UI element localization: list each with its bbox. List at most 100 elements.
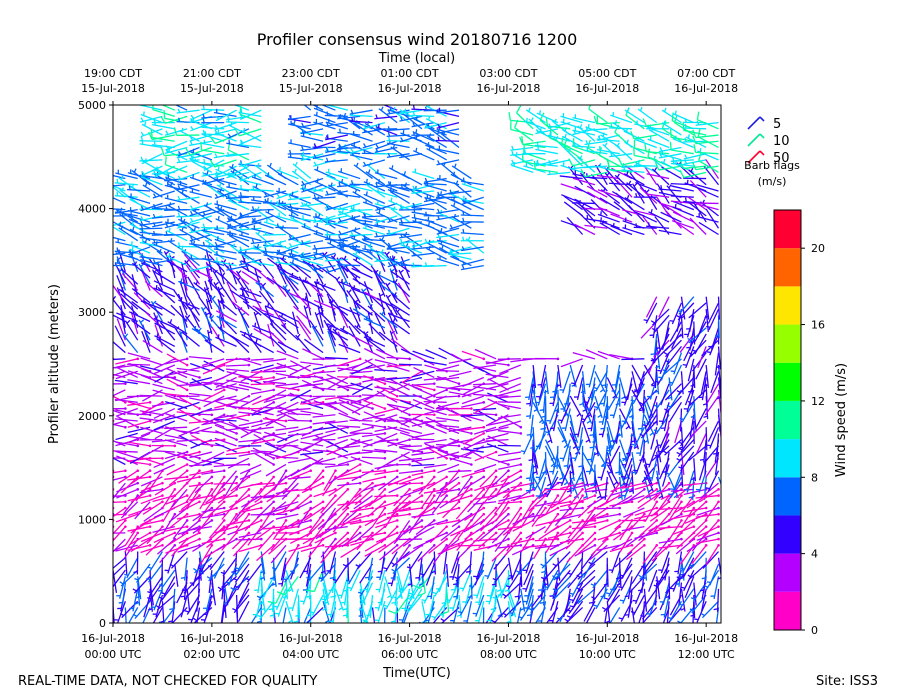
- wind-barb-half-feather: [563, 444, 568, 449]
- wind-barb-half-feather: [580, 573, 586, 576]
- wind-barb: [596, 148, 620, 155]
- wind-barb-half-feather: [350, 180, 354, 185]
- wind-barb: [140, 476, 163, 487]
- wind-barb-half-feather: [169, 608, 174, 611]
- wind-barb: [114, 263, 126, 285]
- wind-barb: [113, 563, 126, 577]
- wind-barb-calm-dot: [482, 475, 486, 479]
- wind-barb: [127, 441, 151, 447]
- wind-barb-calm-dot: [457, 394, 461, 398]
- wind-barb: [224, 476, 238, 498]
- wind-barb-half-feather: [239, 212, 243, 217]
- wind-barb-calm-dot: [346, 500, 350, 504]
- wind-barb: [300, 177, 324, 187]
- wind-barb-calm-dot: [198, 537, 201, 541]
- wind-barb-half-feather: [326, 111, 329, 116]
- wind-barb-half-feather: [643, 319, 648, 322]
- wind-barb-half-feather: [635, 192, 638, 198]
- wind-barb: [238, 507, 262, 514]
- wind-barb-calm-dot: [297, 544, 300, 547]
- wind-barb-half-feather: [412, 202, 416, 207]
- wind-barb: [520, 532, 534, 553]
- wind-barb-half-feather: [453, 202, 456, 207]
- wind-barb: [152, 526, 175, 534]
- wind-barb-half-feather: [496, 589, 502, 593]
- wind-barb-feather: [306, 589, 315, 593]
- wind-barb-half-feather: [168, 252, 171, 258]
- wind-barb-calm-dot: [148, 475, 152, 479]
- wind-barb: [239, 288, 262, 298]
- wind-barb: [485, 426, 509, 433]
- wind-barb-calm-dot: [173, 481, 177, 485]
- wind-barb: [498, 389, 521, 397]
- wind-barb-half-feather: [540, 563, 545, 567]
- wind-barb: [184, 570, 188, 594]
- wind-barb-calm-dot: [272, 531, 275, 535]
- wind-barb: [288, 426, 311, 434]
- wind-barb: [342, 495, 361, 511]
- wind-barb: [127, 420, 151, 428]
- wind-barb: [399, 233, 423, 239]
- wind-barb: [300, 121, 324, 128]
- wind-barb-calm-dot: [507, 537, 510, 541]
- wind-barb-half-feather: [353, 141, 356, 147]
- x-tick-time: 00:00 UTC: [84, 648, 141, 661]
- wind-barb: [300, 441, 324, 447]
- wind-barb: [129, 255, 151, 267]
- wind-barb: [201, 177, 225, 185]
- wind-barb: [488, 582, 497, 605]
- wind-barb-half-feather: [104, 183, 105, 187]
- wind-barb-calm-dot: [173, 444, 177, 448]
- wind-barb-calm-dot: [433, 469, 436, 473]
- wind-barb-half-feather: [564, 618, 569, 622]
- wind-barb: [401, 173, 423, 186]
- wind-barb: [552, 408, 559, 432]
- wind-barb-calm-dot: [507, 544, 510, 547]
- wind-barb-calm-dot: [457, 525, 461, 528]
- wind-barb-half-feather: [257, 280, 261, 285]
- wind-barb: [573, 494, 596, 505]
- wind-barb: [436, 401, 460, 409]
- wind-barb: [366, 526, 386, 542]
- wind-barb: [485, 432, 509, 440]
- wind-barb-half-feather: [415, 129, 418, 134]
- wind-barb: [149, 570, 152, 594]
- wind-barb: [114, 325, 126, 347]
- wind-barb: [362, 159, 386, 167]
- wind-barb: [264, 431, 287, 441]
- wind-barb: [143, 507, 163, 522]
- wind-barb: [584, 140, 608, 146]
- wind-barb: [239, 294, 262, 304]
- wind-barb-half-feather: [214, 153, 218, 158]
- wind-barb: [384, 251, 398, 273]
- wind-barb-half-feather: [140, 319, 145, 324]
- wind-barb-half-feather: [190, 217, 194, 222]
- wind-barb: [534, 544, 558, 549]
- wind-barb: [264, 174, 287, 186]
- wind-barb-half-feather: [239, 192, 242, 197]
- wind-barb-half-feather: [348, 289, 352, 294]
- wind-barb: [425, 241, 447, 254]
- wind-barb: [526, 588, 534, 612]
- wind-barb: [263, 418, 287, 422]
- wind-barb: [633, 226, 657, 229]
- wind-barb: [155, 302, 176, 316]
- wind-barb: [218, 317, 225, 341]
- wind-barb: [411, 463, 435, 467]
- wind-barb: [334, 588, 344, 611]
- wind-barb-half-feather: [92, 252, 94, 256]
- wind-barb: [420, 488, 435, 509]
- wind-barb: [214, 358, 237, 368]
- wind-barb: [388, 383, 410, 394]
- wind-barb-half-feather: [379, 293, 384, 297]
- wind-barb: [495, 570, 503, 593]
- wind-barb-half-feather: [189, 266, 194, 271]
- wind-barb: [522, 513, 546, 519]
- wind-barb: [128, 432, 151, 443]
- wind-barb-calm-dot: [321, 481, 325, 485]
- y-tick-label: 3000: [78, 306, 106, 319]
- wind-barb: [288, 240, 311, 249]
- wind-barb-calm-dot: [383, 488, 387, 491]
- wind-barb: [623, 130, 645, 142]
- wind-barb: [215, 168, 237, 180]
